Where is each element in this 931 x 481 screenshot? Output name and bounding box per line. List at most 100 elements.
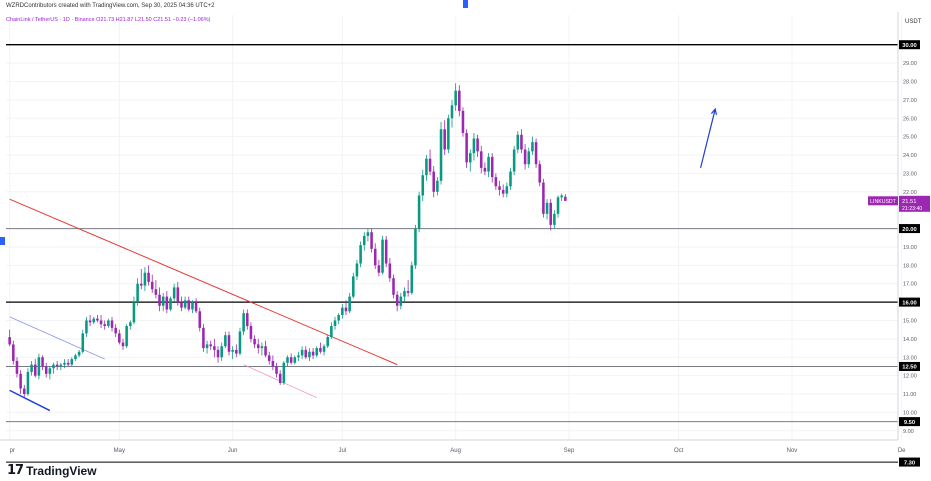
horizontal-levels (6, 44, 898, 463)
candle-body (150, 281, 154, 290)
candle-body (410, 265, 414, 293)
trendlines (9, 107, 718, 412)
left-edge-handle[interactable] (0, 237, 5, 245)
symbol-ohlc-line: ChainLink / TetherUS · 1D · Binance O21.… (6, 17, 211, 23)
y-tick-label: 24.00 (903, 153, 917, 159)
level-price-label: 16.00 (902, 300, 917, 306)
candle-body (282, 362, 286, 384)
candle-body (542, 182, 545, 214)
candle-body (501, 189, 505, 194)
candle-body (224, 335, 227, 347)
candle-body (377, 265, 381, 273)
level-price-tag (899, 40, 920, 50)
candle-body (227, 335, 231, 352)
candle-body (564, 196, 567, 201)
candle-body (202, 327, 205, 349)
y-tick-label: 27.00 (903, 98, 917, 104)
y-tick-label: 17.00 (903, 282, 917, 288)
candle-body (85, 320, 88, 334)
trendline (9, 389, 51, 412)
candle-body (52, 364, 55, 369)
candle-body (297, 355, 300, 358)
candle-body (454, 90, 457, 106)
candle-body (337, 314, 340, 321)
candle-body (512, 149, 516, 172)
candle-body (509, 171, 512, 187)
candle-body (344, 307, 348, 312)
candle-body (33, 364, 37, 376)
candle-body (191, 302, 194, 310)
candle-body (421, 175, 425, 196)
candle-body (44, 366, 48, 374)
y-tick-label: 18.00 (903, 263, 917, 269)
candle-body (425, 158, 428, 176)
y-tick-label: 12.00 (903, 374, 917, 380)
candle-body (330, 326, 333, 338)
candle-body (352, 276, 355, 297)
candle-body (169, 298, 172, 310)
candle-body (531, 142, 534, 152)
candle-body (553, 213, 556, 225)
candle-body (278, 373, 282, 384)
y-tick-label: 28.00 (903, 79, 917, 85)
candle-body (373, 248, 377, 266)
trendline (9, 316, 105, 360)
tradingview-logo-text: TradingView (26, 463, 97, 478)
candle-body (447, 118, 450, 150)
candle-body (392, 278, 395, 295)
candle-body (505, 186, 509, 194)
arrow-head-icon (710, 107, 718, 116)
candle-body (143, 272, 147, 286)
candle-body (245, 313, 249, 327)
level-price-label: 30.00 (902, 43, 917, 49)
candle-body (308, 351, 311, 358)
candle-body (384, 239, 388, 264)
x-tick-label: Oct (674, 448, 684, 454)
candle-body (19, 373, 22, 389)
level-price-tag (899, 297, 920, 307)
candle-body (359, 245, 362, 264)
last-price-tag (899, 195, 930, 212)
candle-body (256, 344, 260, 349)
candle-body (319, 348, 322, 352)
up-arrow-icon (700, 108, 716, 169)
candle-body (249, 326, 253, 339)
candle-body (479, 151, 483, 168)
candle-body (59, 364, 63, 367)
candle-body (476, 138, 479, 152)
candle-body (139, 283, 143, 286)
x-tick-label: Nov (787, 448, 798, 454)
candle-body (180, 302, 183, 308)
candle-body (523, 149, 527, 165)
candle-body (260, 346, 264, 349)
level-price-tag (899, 417, 920, 427)
candle-body (289, 357, 293, 363)
candle-body (439, 129, 443, 181)
candle-body (487, 156, 490, 172)
candle-body (147, 272, 150, 282)
level-price-label: 7.30 (904, 460, 915, 466)
candle-body (77, 351, 81, 356)
candle-body (417, 195, 421, 229)
candle-body (304, 349, 308, 358)
candle-body (315, 348, 319, 356)
candle-body (355, 263, 359, 277)
price-axis: 9.00 10.00 11.00 12.00 13.00 14.00 15.00 17.00 1… (868, 12, 930, 467)
y-tick-label: 19.00 (903, 245, 917, 251)
y-tick-label: 10.00 (903, 410, 917, 416)
candle-body (366, 232, 370, 236)
candle-body (15, 360, 19, 374)
x-tick-label: pr (10, 448, 15, 454)
candle-body (450, 105, 454, 119)
tradingview-mark-icon: 𝟭𝟳 (7, 463, 24, 478)
top-edge-handle[interactable] (463, 0, 468, 8)
candle-body (527, 151, 531, 165)
candle-body (129, 322, 132, 327)
candle-body (107, 320, 110, 327)
candle-body (534, 142, 538, 165)
y-tick-label: 23.00 (903, 171, 917, 177)
candle-body (560, 195, 563, 198)
candle-body (483, 167, 487, 172)
candle-body (300, 349, 304, 356)
